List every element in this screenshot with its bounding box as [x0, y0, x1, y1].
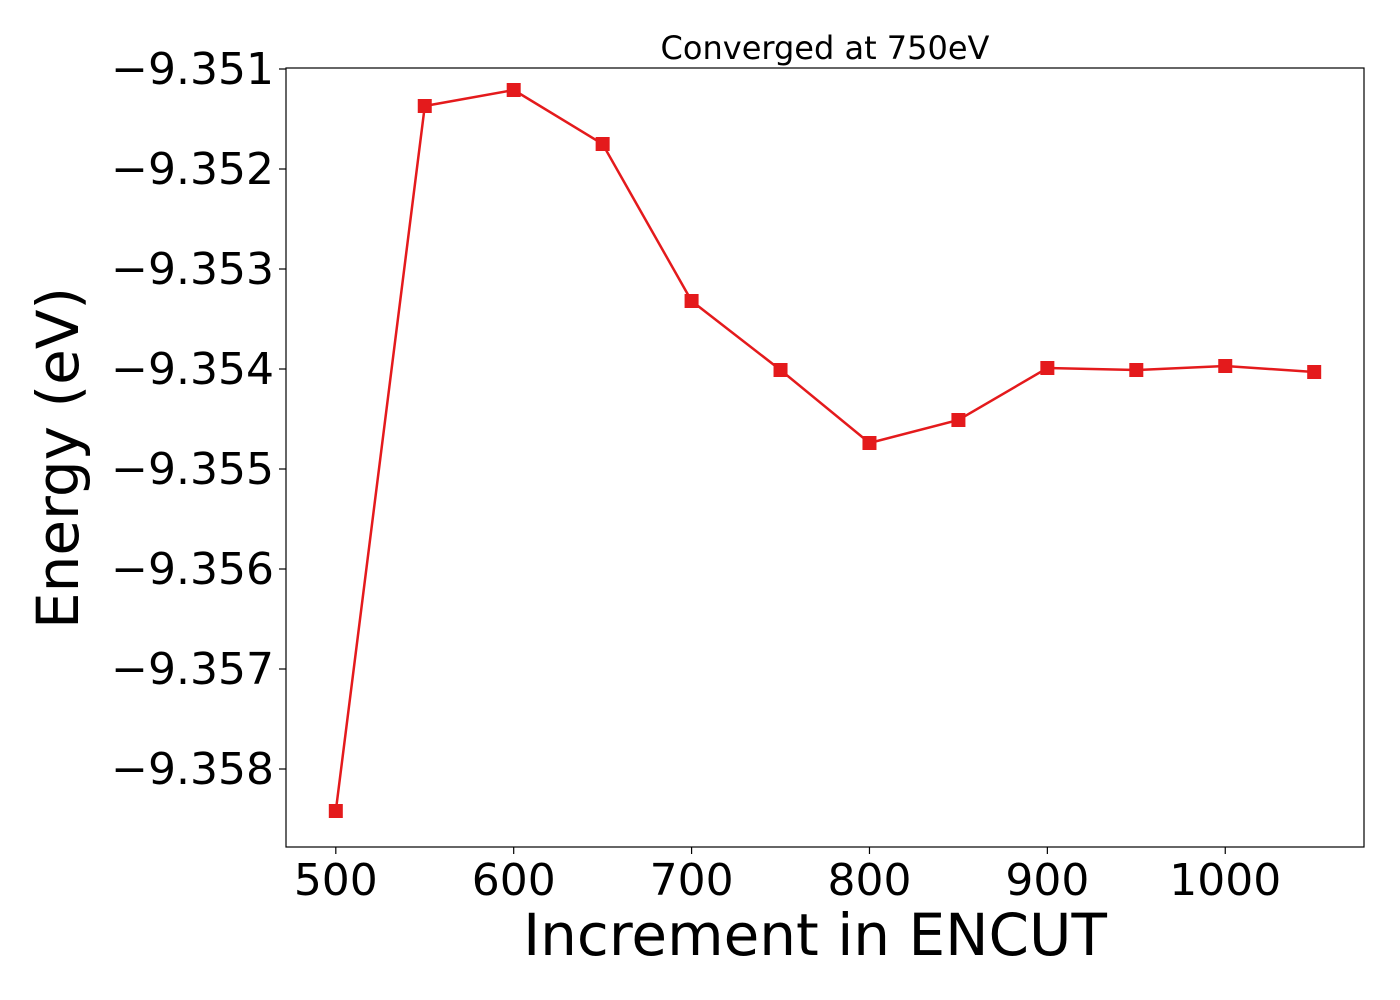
data-point-marker	[951, 413, 966, 427]
data-point-marker	[417, 99, 432, 113]
data-point-marker	[1218, 359, 1233, 373]
x-tick-label: 1000	[1169, 855, 1281, 906]
y-tick-label: −9.356	[111, 544, 274, 595]
y-tick-label: −9.353	[111, 244, 274, 295]
data-point-marker	[773, 363, 788, 377]
data-point-marker	[506, 83, 521, 97]
series-line	[334, 88, 1315, 812]
data-point-marker	[328, 804, 343, 818]
data-point-marker	[862, 436, 877, 450]
y-tick-label: −9.355	[111, 444, 274, 495]
y-tick-label: −9.357	[111, 644, 274, 695]
data-point-marker	[1129, 363, 1144, 377]
y-tick-label: −9.351	[111, 44, 274, 95]
data-point-marker	[684, 294, 699, 308]
y-axis: −9.351 −9.352 −9.353 −9.354 −9.355 −9.356 −9.3…	[111, 44, 286, 795]
plot-area-frame	[285, 67, 1365, 848]
x-axis-label: Increment in ENCUT	[523, 901, 1107, 969]
x-axis: 500 600 700 800 900 1000	[294, 847, 1281, 906]
y-axis-label: Energy (eV)	[24, 287, 92, 629]
x-tick-label: 500	[294, 855, 378, 906]
data-point-marker	[1040, 361, 1055, 375]
y-tick-label: −9.358	[111, 744, 274, 795]
x-tick-label: 600	[472, 855, 556, 906]
data-point-marker	[1307, 365, 1322, 379]
data-point-marker	[595, 137, 610, 151]
series-layer	[328, 83, 1322, 818]
y-tick-label: −9.352	[111, 144, 274, 195]
x-tick-label: 700	[650, 855, 734, 906]
y-tick-label: −9.354	[111, 344, 274, 395]
x-tick-label: 900	[1005, 855, 1089, 906]
chart-title: Converged at 750eV	[661, 29, 990, 67]
x-tick-label: 800	[827, 855, 911, 906]
